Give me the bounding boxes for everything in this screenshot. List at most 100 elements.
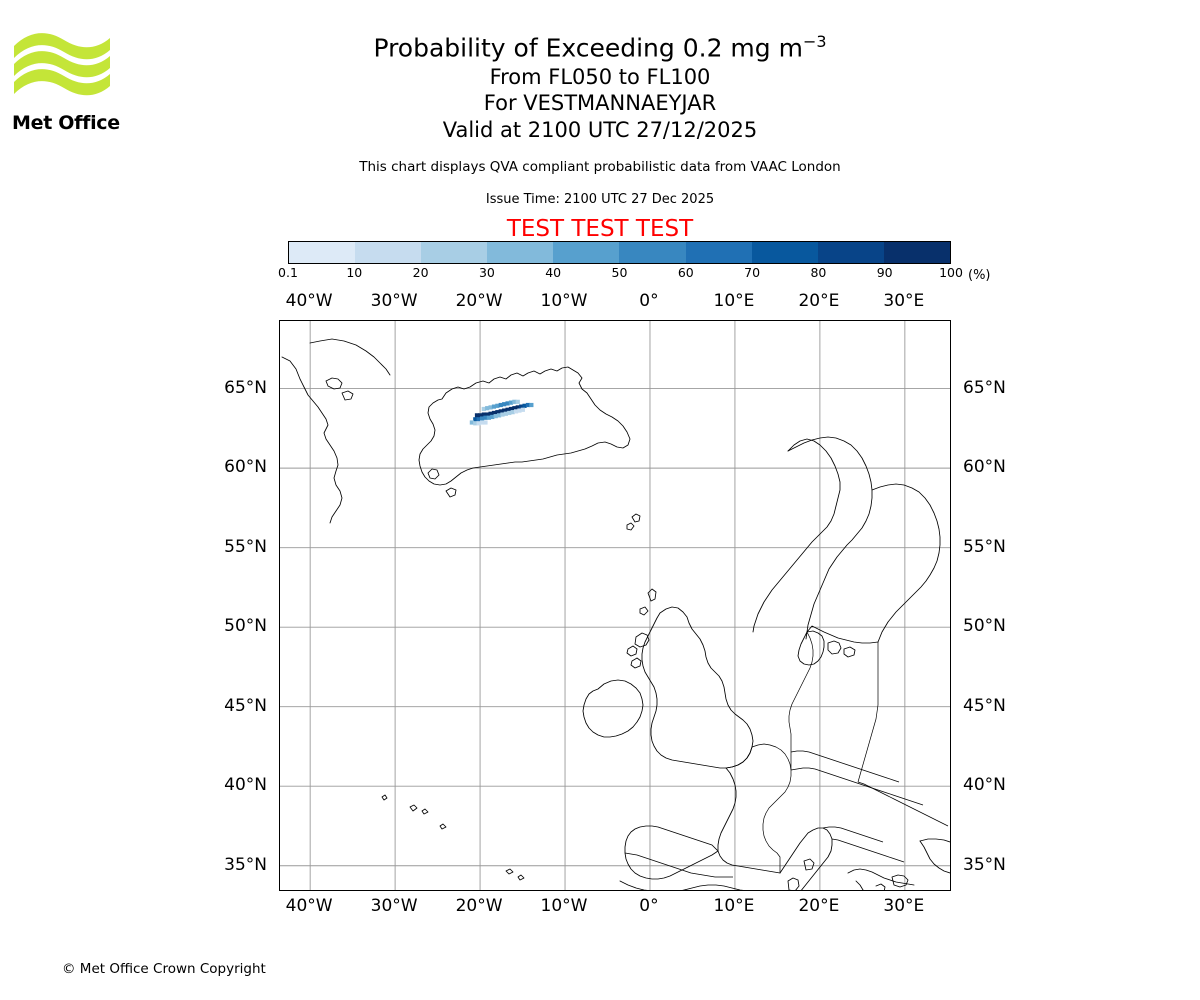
ash-cell bbox=[505, 401, 510, 406]
map-coastlines bbox=[281, 338, 950, 890]
ash-cell bbox=[496, 413, 502, 418]
map-gridlines bbox=[280, 321, 950, 890]
ash-cell bbox=[522, 403, 527, 408]
ash-cell bbox=[508, 406, 514, 412]
lon-label--40-bottom: 40°W bbox=[285, 896, 333, 916]
ash-cell bbox=[519, 404, 524, 409]
test-banner: TEST TEST TEST bbox=[506, 216, 694, 242]
lat-label-65-right: 65°N bbox=[963, 377, 1006, 398]
colorbar-tick-70: 70 bbox=[744, 265, 761, 280]
ash-cell bbox=[474, 413, 480, 418]
ash-cell bbox=[512, 399, 517, 404]
ash-cell bbox=[502, 402, 507, 407]
lat-label-40-right: 40°N bbox=[963, 775, 1006, 796]
lon-label--40-top: 40°W bbox=[285, 291, 333, 311]
ash-cell bbox=[473, 417, 478, 422]
ash-cell bbox=[517, 408, 522, 413]
ash-cell bbox=[483, 415, 488, 420]
ash-cell bbox=[500, 412, 505, 417]
ash-cell bbox=[483, 420, 488, 425]
lon-label--20-bottom: 20°W bbox=[455, 896, 503, 916]
lon-label--20-top: 20°W bbox=[455, 291, 503, 311]
colorbar-band-10 bbox=[355, 242, 422, 263]
longitude-axis-top: 40°W 30°W 20°W 10°W 0° 10°E 20°E 30°E bbox=[0, 291, 1200, 313]
colorbar-band-70 bbox=[751, 242, 818, 263]
colorbar-band-40 bbox=[553, 242, 620, 263]
met-office-logo: Met Office bbox=[12, 24, 120, 134]
ash-cell bbox=[525, 402, 531, 408]
lon-label-20-bottom: 20°E bbox=[798, 896, 840, 916]
ash-cell bbox=[510, 410, 515, 415]
lat-label-45-left: 45°N bbox=[224, 695, 267, 716]
ash-cell bbox=[473, 421, 478, 426]
lon-label--30-top: 30°W bbox=[370, 291, 418, 311]
lat-label-60-right: 60°N bbox=[963, 457, 1006, 478]
ash-cell bbox=[502, 408, 507, 413]
lat-label-50-right: 50°N bbox=[963, 616, 1006, 637]
lon-label--10-top: 10°W bbox=[540, 291, 588, 311]
ash-cell bbox=[476, 417, 481, 422]
probability-colorbar bbox=[288, 241, 951, 264]
ash-cell bbox=[515, 399, 520, 404]
ash-cell bbox=[495, 403, 500, 408]
ash-cell bbox=[508, 400, 514, 405]
ash-cell bbox=[507, 410, 512, 416]
chart-title-exponent: −3 bbox=[802, 32, 827, 51]
ash-cell bbox=[529, 402, 534, 408]
colorbar-band-20 bbox=[421, 242, 488, 263]
volcano-name-line: For VESTMANNAEYJAR bbox=[483, 91, 717, 115]
ash-cell bbox=[485, 412, 490, 417]
lat-label-65-left: 65°N bbox=[224, 377, 267, 398]
ash-cell bbox=[490, 414, 495, 420]
ash-cell bbox=[485, 406, 490, 411]
colorbar-tick-30: 30 bbox=[478, 265, 495, 280]
copyright-footer: © Met Office Crown Copyright bbox=[62, 961, 266, 977]
lat-label-40-left: 40°N bbox=[224, 775, 267, 796]
lon-label--10-bottom: 10°W bbox=[540, 896, 588, 916]
lat-label-35-left: 35°N bbox=[224, 854, 267, 875]
issue-time-line: Issue Time: 2100 UTC 27 Dec 2025 bbox=[485, 192, 715, 207]
ash-cell bbox=[515, 405, 520, 410]
lon-label--30-bottom: 30°W bbox=[370, 896, 418, 916]
colorbar-band-90 bbox=[883, 242, 950, 263]
ash-cell bbox=[488, 405, 493, 410]
lat-label-60-left: 60°N bbox=[224, 457, 267, 478]
ash-cell bbox=[479, 416, 485, 421]
ash-cell bbox=[491, 404, 497, 409]
map-graphics bbox=[280, 321, 950, 890]
lon-label-30-bottom: 30°E bbox=[883, 896, 925, 916]
colorbar-tick-10: 10 bbox=[346, 265, 363, 280]
lat-label-35-right: 35°N bbox=[963, 854, 1006, 875]
colorbar-tick-labels: 0.1 10 20 30 40 50 60 70 80 90 100 bbox=[278, 265, 963, 284]
ash-cell bbox=[513, 409, 519, 414]
lat-label-55-left: 55°N bbox=[224, 536, 267, 557]
colorbar-tick-0.1: 0.1 bbox=[278, 265, 298, 280]
colorbar-bands bbox=[288, 241, 951, 264]
lon-label-0-top: 0° bbox=[639, 291, 659, 311]
ash-cell bbox=[520, 407, 525, 412]
ash-cell bbox=[512, 406, 517, 411]
lat-label-45-right: 45°N bbox=[963, 695, 1006, 716]
logo-wordmark: Met Office bbox=[12, 112, 120, 134]
ash-cell bbox=[498, 402, 503, 408]
longitude-axis-bottom: 40°W 30°W 20°W 10°W 0° 10°E 20°E 30°E bbox=[0, 896, 1200, 918]
ash-cell bbox=[495, 410, 500, 415]
ash-cell bbox=[481, 406, 486, 412]
chart-title: Probability of Exceeding 0.2 mg m−3 bbox=[0, 26, 1200, 64]
lat-label-50-left: 50°N bbox=[224, 616, 267, 637]
ash-cell bbox=[488, 411, 493, 416]
colorbar-tick-100: 100 bbox=[939, 265, 963, 280]
ash-cell bbox=[486, 415, 491, 420]
ash-cell bbox=[505, 407, 510, 412]
colorbar-tick-90: 90 bbox=[876, 265, 893, 280]
colorbar-tick-80: 80 bbox=[810, 265, 827, 280]
colorbar-band-30 bbox=[487, 242, 554, 263]
ash-cell bbox=[476, 421, 481, 426]
ash-cell bbox=[481, 412, 486, 417]
lon-label-10-bottom: 10°E bbox=[713, 896, 755, 916]
ash-cell bbox=[503, 411, 508, 416]
chart-title-text: Probability of Exceeding 0.2 mg m bbox=[373, 33, 803, 63]
colorbar-units-label: (%) bbox=[968, 268, 991, 283]
ash-cell bbox=[498, 409, 503, 414]
